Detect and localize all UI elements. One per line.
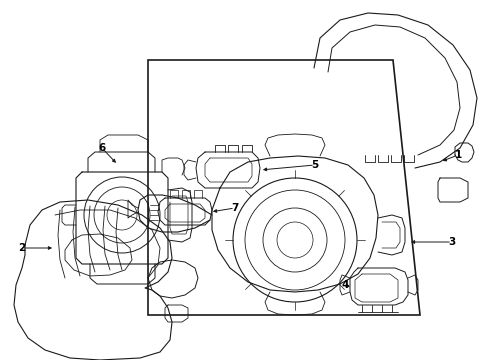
Text: 4: 4 bbox=[341, 280, 348, 290]
Text: 3: 3 bbox=[447, 237, 455, 247]
Text: 5: 5 bbox=[311, 160, 318, 170]
Text: 1: 1 bbox=[453, 150, 461, 160]
Text: 7: 7 bbox=[231, 203, 238, 213]
Text: 2: 2 bbox=[19, 243, 25, 253]
Text: 6: 6 bbox=[98, 143, 105, 153]
